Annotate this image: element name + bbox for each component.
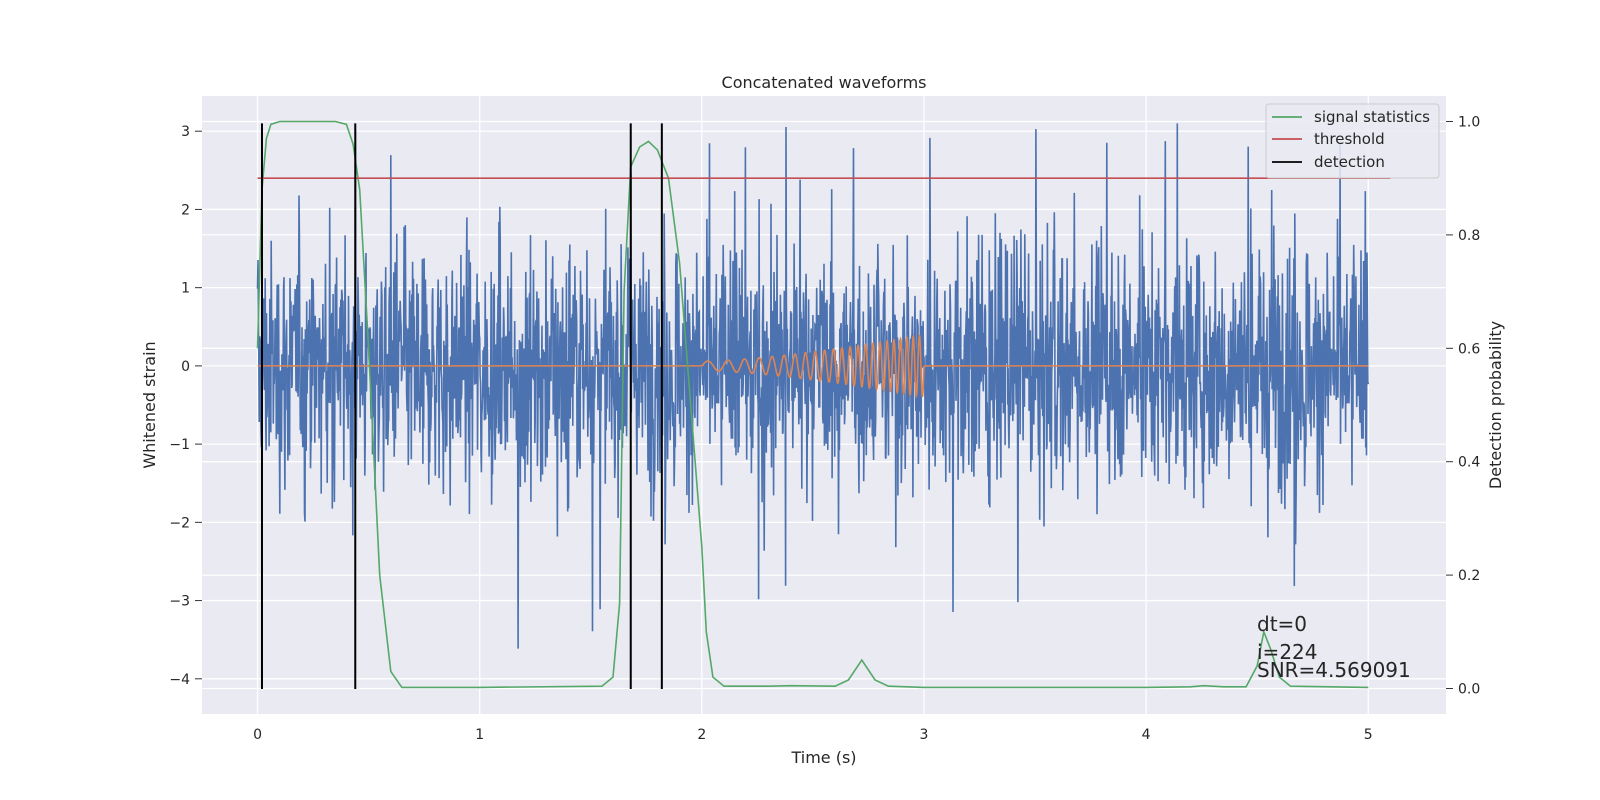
y-tick-label: 3 — [181, 124, 190, 140]
y2-tick-label: 0.8 — [1458, 228, 1480, 244]
chart-title: Concatenated waveforms — [722, 73, 927, 92]
strain-noise-line — [256, 123, 1370, 649]
x-tick-label: 2 — [697, 727, 706, 743]
annotation-block: dt=0 i=224 SNR=4.569091 — [1257, 612, 1411, 682]
x-tick-label: 3 — [920, 727, 929, 743]
legend-label-threshold: threshold — [1314, 130, 1385, 148]
y-axis-label: Whitened strain — [140, 341, 159, 468]
y-tick-label: −3 — [169, 594, 190, 610]
y2-axis-ticks: 0.0 0.2 0.4 0.6 0.8 1.0 — [1446, 115, 1480, 697]
y-tick-label: 1 — [181, 281, 190, 297]
legend-item-detection: detection — [1272, 153, 1385, 171]
y-tick-label: −2 — [169, 515, 190, 531]
annotation-snr: SNR=4.569091 — [1257, 658, 1411, 682]
x-tick-label: 1 — [475, 727, 484, 743]
y-tick-label: −4 — [169, 672, 190, 688]
legend-item-threshold: threshold — [1272, 130, 1385, 148]
x-tick-label: 4 — [1142, 727, 1151, 743]
y2-tick-label: 1.0 — [1458, 115, 1480, 131]
x-tick-label: 5 — [1364, 727, 1373, 743]
y-axis-ticks: −4 −3 −2 −1 0 1 2 3 — [169, 124, 202, 688]
chirp-line — [257, 333, 1369, 399]
y2-tick-label: 0.2 — [1458, 568, 1480, 584]
legend-box — [1265, 103, 1440, 179]
detection-layer — [260, 123, 663, 689]
x-axis-ticks: 0 1 2 3 4 5 — [253, 727, 1373, 743]
y2-tick-label: 0.6 — [1458, 341, 1480, 357]
signal-statistics-line — [256, 120, 1369, 689]
legend-label-signal-statistics: signal statistics — [1314, 108, 1430, 126]
y2-tick-label: 0.0 — [1458, 681, 1480, 697]
annotation-index: i=224 — [1257, 640, 1318, 664]
legend: signal statistics threshold detection — [1265, 103, 1440, 179]
x-tick-label: 0 — [253, 727, 262, 743]
y2-axis-label: Detection probability — [1486, 321, 1505, 489]
y2-tick-label: 0.4 — [1458, 455, 1480, 471]
annotation-dt: dt=0 — [1257, 612, 1307, 636]
y-tick-label: 2 — [181, 202, 190, 218]
legend-label-detection: detection — [1314, 153, 1385, 171]
x-axis-label: Time (s) — [790, 748, 856, 767]
y-tick-label: 0 — [181, 359, 190, 375]
legend-item-signal-statistics: signal statistics — [1272, 108, 1430, 126]
y-tick-label: −1 — [169, 437, 190, 453]
